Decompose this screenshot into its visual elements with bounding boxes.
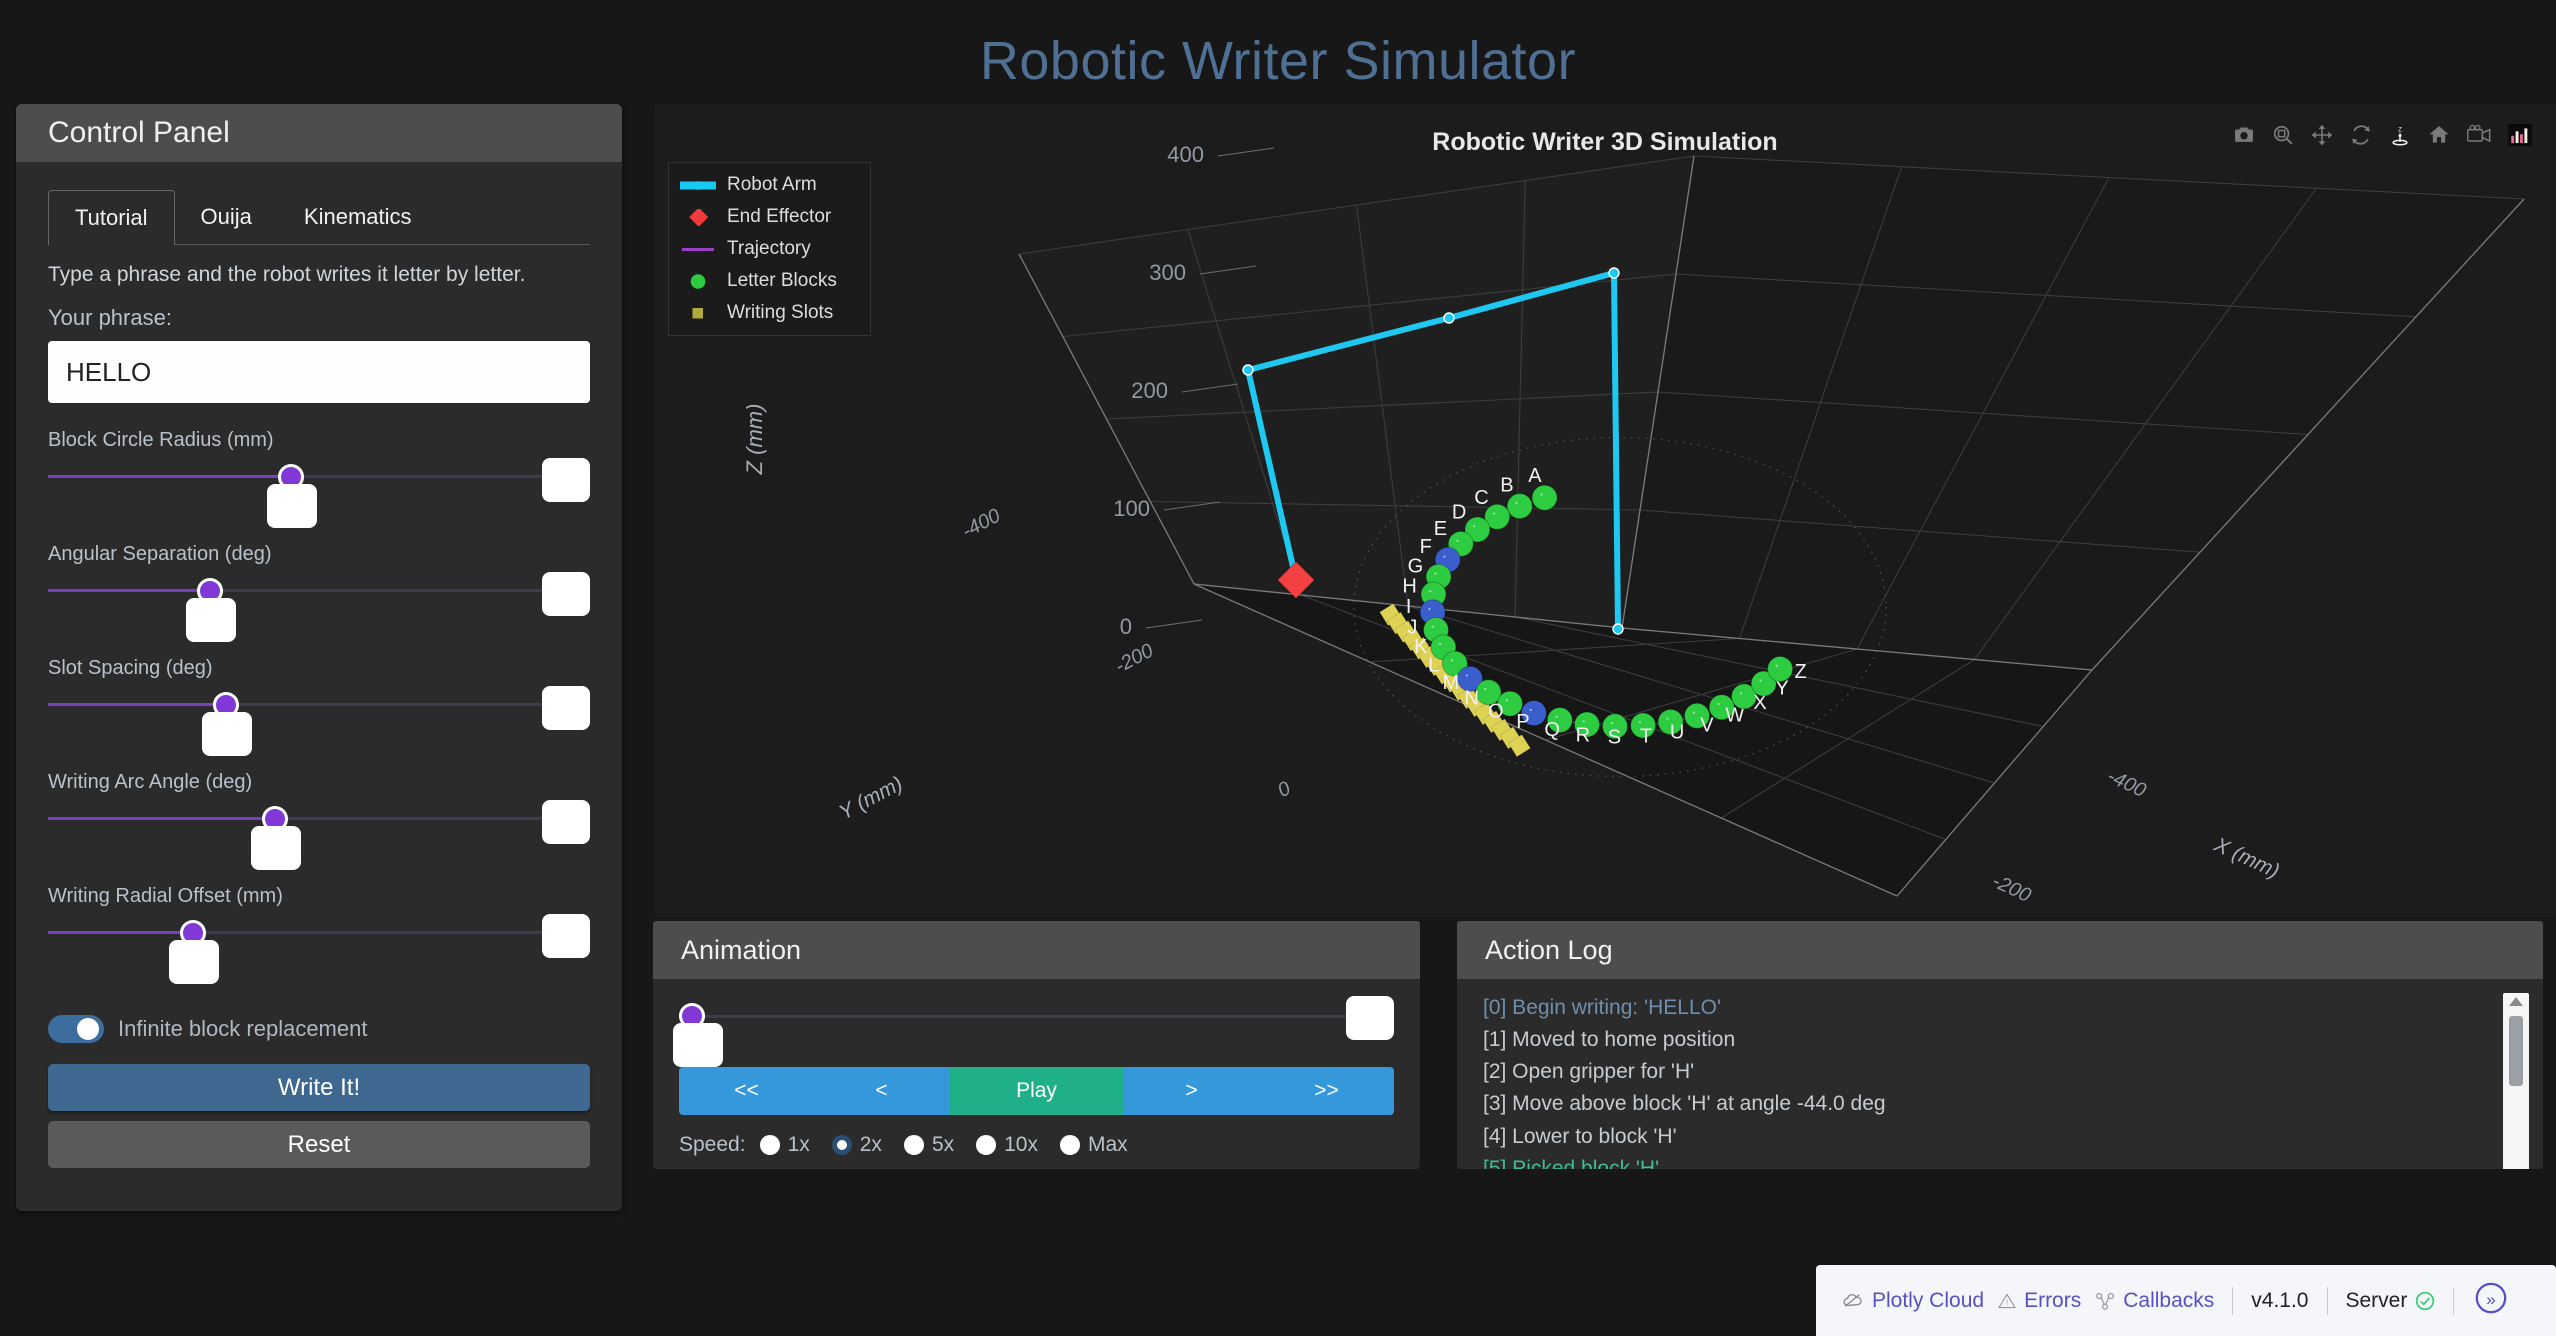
svg-text:-400: -400 [2104, 765, 2150, 802]
svg-text:V: V [1700, 714, 1714, 736]
svg-text:X (mm): X (mm) [2210, 833, 2283, 883]
svg-text:100: 100 [1113, 496, 1150, 521]
svg-text:T: T [1640, 725, 1652, 747]
svg-text:Z: Z [1794, 661, 1806, 683]
svg-text:B: B [1500, 475, 1513, 497]
svg-text:M: M [1442, 672, 1459, 694]
svg-text:Y (mm): Y (mm) [835, 772, 906, 824]
svg-text:0: 0 [1274, 777, 1294, 802]
svg-text:-200: -200 [1989, 870, 2035, 907]
svg-text:L: L [1428, 655, 1439, 677]
svg-text:U: U [1670, 721, 1684, 743]
svg-text:200: 200 [1131, 378, 1168, 403]
svg-text:G: G [1408, 555, 1424, 577]
svg-text:A: A [1528, 465, 1542, 487]
svg-text:0: 0 [1120, 614, 1132, 639]
svg-text:-400: -400 [958, 505, 1004, 543]
svg-text:400: 400 [1167, 142, 1204, 167]
svg-text:K: K [1414, 636, 1428, 658]
svg-text:E: E [1434, 518, 1447, 540]
svg-text:-200: -200 [1111, 640, 1157, 678]
svg-text:O: O [1488, 701, 1504, 723]
svg-text:P: P [1516, 711, 1529, 733]
svg-text:N: N [1464, 687, 1478, 709]
svg-text:S: S [1608, 726, 1621, 748]
svg-text:!: ! [2006, 1298, 2008, 1307]
svg-text:R: R [1576, 724, 1590, 746]
svg-text:Z (mm): Z (mm) [742, 404, 767, 476]
svg-text:H: H [1402, 576, 1416, 598]
svg-text:»: » [2487, 1290, 2496, 1309]
svg-text:C: C [1474, 487, 1488, 509]
svg-text:J: J [1407, 616, 1417, 638]
svg-text:I: I [1406, 596, 1412, 618]
svg-text:D: D [1452, 501, 1466, 523]
svg-text:Q: Q [1544, 719, 1560, 741]
svg-text:300: 300 [1149, 260, 1186, 285]
